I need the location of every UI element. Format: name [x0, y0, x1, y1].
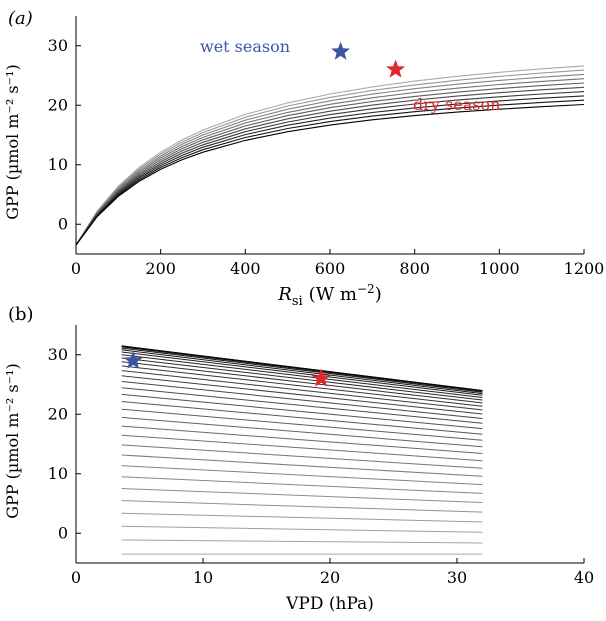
panel-a-x-tick-label: 600	[315, 259, 346, 278]
panel-b-series-line	[121, 354, 483, 398]
panel-b-series-line	[121, 416, 483, 448]
panel-b-series-line	[121, 525, 483, 533]
panel-b-series-line	[121, 401, 483, 435]
panel-a-series-line	[75, 69, 585, 246]
panel-a-series-line	[75, 65, 585, 246]
panel-b-series-line	[121, 488, 483, 503]
panel-a-series-line	[75, 86, 585, 246]
panel-b-y-tick-label: 20	[48, 404, 68, 423]
panel-a-y-tick-label: 30	[48, 36, 68, 55]
panel-a-xlabel: Rsi (W m−2)	[277, 282, 381, 309]
panel-b-series-line	[121, 351, 483, 396]
panel-a-y-tick-label: 10	[48, 155, 68, 174]
panel-a-series-line	[75, 103, 585, 246]
panel-b-y-tick-label: 10	[48, 464, 68, 483]
panel-a-series-line	[75, 73, 585, 246]
dry-season-star	[386, 59, 406, 78]
panel-b-series-line	[121, 370, 483, 411]
panel-b-series-line	[121, 425, 483, 454]
panel-b-series-line	[121, 346, 483, 392]
panel-b-series-line	[121, 349, 483, 395]
panel-b-x-tick-label: 0	[71, 568, 81, 587]
panel-a-y-tick-label: 20	[48, 95, 68, 114]
panel-b-series-line	[121, 465, 483, 486]
panel-a-x-tick-label: 200	[145, 259, 176, 278]
panel-a-series-line	[75, 95, 585, 246]
panel-b-x-tick-label: 40	[574, 568, 594, 587]
panel-b-y-tick-label: 30	[48, 345, 68, 364]
panel-b-series-line	[121, 434, 483, 462]
panel-b-ylabel: GPP (µmol m⁻² s⁻¹)	[3, 363, 22, 518]
panel-b-x-tick-label: 10	[193, 568, 213, 587]
panel-b-series-line	[121, 408, 483, 441]
wet-season-star	[123, 350, 143, 369]
panel-b-series-line	[121, 357, 483, 401]
panel-a-x-tick-label: 800	[399, 259, 430, 278]
panel-b-series-line	[121, 361, 483, 404]
panel-b-x-tick-label: 30	[447, 568, 467, 587]
panel-b-series-line	[121, 375, 483, 415]
panel-b-label: (b)	[8, 304, 34, 325]
panel-b-series-line	[121, 476, 483, 494]
panel-b-series-line	[121, 381, 483, 419]
panel-b-series-line	[121, 500, 483, 513]
panel-b-series-line	[121, 365, 483, 407]
panel-b-series-line	[121, 539, 483, 544]
wet-season-annotation: wet season	[200, 37, 290, 56]
panel-b-series-line	[121, 345, 483, 392]
panel-a-series-line	[75, 82, 585, 246]
panel-a-axes: 0 200 400 600 800 1000 1200 0 10 20 30	[48, 16, 605, 278]
panel-a-series	[75, 65, 585, 246]
dry-season-star	[311, 368, 331, 387]
xlabel-sub: si	[292, 294, 303, 309]
wet-season-star	[331, 41, 351, 60]
panel-a-x-tick-label: 400	[230, 259, 261, 278]
panel-b-series	[121, 345, 483, 555]
panel-a-markers	[331, 41, 406, 78]
xlabel-unit: (W m	[309, 284, 357, 305]
panel-a-ylabel: GPP (µmol m⁻² s⁻¹)	[3, 64, 22, 219]
xlabel-main: R	[277, 284, 292, 305]
panel-b-series-line	[121, 512, 483, 523]
panel-a-x-tick-label: 1000	[479, 259, 520, 278]
panel-a: (a) wet season dry season 0 200 400 600 800 1…	[3, 8, 604, 309]
panel-a-y-tick-label: 0	[58, 214, 68, 233]
panel-b-xlabel: VPD (hPa)	[285, 594, 374, 614]
panel-b-series-line	[121, 393, 483, 430]
xlabel-unit-sup: −2	[357, 282, 375, 296]
panel-a-label: (a)	[8, 8, 33, 29]
panel-b-y-tick-label: 0	[58, 523, 68, 542]
panel-a-x-tick-label: 0	[71, 259, 81, 278]
xlabel-close: )	[375, 284, 382, 305]
panel-a-x-tick-label: 1200	[564, 259, 605, 278]
dry-season-annotation: dry season	[413, 95, 500, 114]
panel-b-series-line	[121, 387, 483, 424]
panel-a-series-line	[75, 99, 585, 246]
panel-b-markers	[123, 350, 331, 387]
panel-b-series-line	[121, 454, 483, 477]
panel-b-axes: 0 10 20 30 40 0 10 20 30	[48, 325, 594, 587]
panel-b-series-line	[121, 444, 483, 469]
panel-b-x-tick-label: 20	[320, 568, 340, 587]
panel-a-series-line	[75, 78, 585, 246]
panel-b-series-line	[121, 347, 483, 393]
panel-a-series-line	[75, 91, 585, 246]
